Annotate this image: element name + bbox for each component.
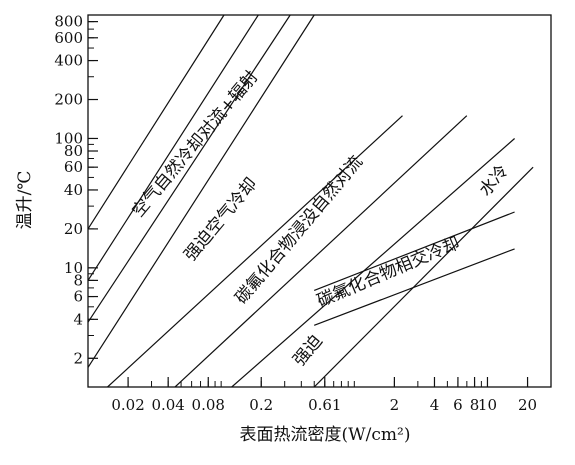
x-tick-label: 0.2 [249,396,273,414]
x-tick-label: 2 [390,396,400,414]
y-tick-label: 6 [73,288,83,306]
chart-lines [87,14,534,388]
series-line-3 [87,14,291,323]
y-tick-label: 40 [64,181,83,199]
y-tick-label: 200 [54,91,83,109]
series-line-9 [313,211,515,291]
series-line-7 [231,138,515,388]
x-tick-label: 0.04 [151,396,184,414]
series-line-6 [174,115,468,388]
y-tick-label: 100 [54,129,83,147]
series-line-5 [107,115,403,388]
x-tick-label: 4 [430,396,440,414]
series-line-4 [87,14,315,368]
x-tick-label: 0.08 [192,396,225,414]
y-tick-label: 600 [54,29,83,47]
series-line-10 [313,248,515,326]
x-axis-title: 表面热流密度(W/cm²) [240,425,411,445]
y-tick-label: 400 [54,52,83,70]
label-forced-air: 强迫空气冷却 [181,174,262,265]
x-tick-label: 0.02 [111,396,144,414]
y-tick-label: 8 [73,271,83,289]
x-tick-label: 20 [518,396,537,414]
label-fluorocarbon-phase: 碳氟化合物相交冷却 [314,233,463,311]
y-tick-label: 2 [73,349,83,367]
y-axis-title: 温升/℃ [15,171,35,230]
y-tick-label: 10 [64,259,83,277]
series-line-1 [87,14,225,230]
axis-ticks [87,14,552,387]
y-tick-label: 800 [54,13,83,31]
x-tick-label: 6 [453,396,463,414]
y-tick-label: 20 [64,220,83,238]
plot-frame [87,14,552,388]
series-line-8 [313,166,534,388]
x-tick-labels: 0.02 0.04 0.08 0.2 0.61 2 4 6 810 20 [111,396,537,414]
x-tick-label: 8 [470,396,480,414]
y-tick-label: 60 [64,158,83,176]
y-tick-label: 80 [64,142,83,160]
series-line-2 [87,14,259,281]
x-tick-label: 10 [478,396,497,414]
y-tick-label: 4 [73,310,83,328]
label-forced: 强迫 [290,331,327,370]
x-tick-label: 0.61 [308,396,341,414]
